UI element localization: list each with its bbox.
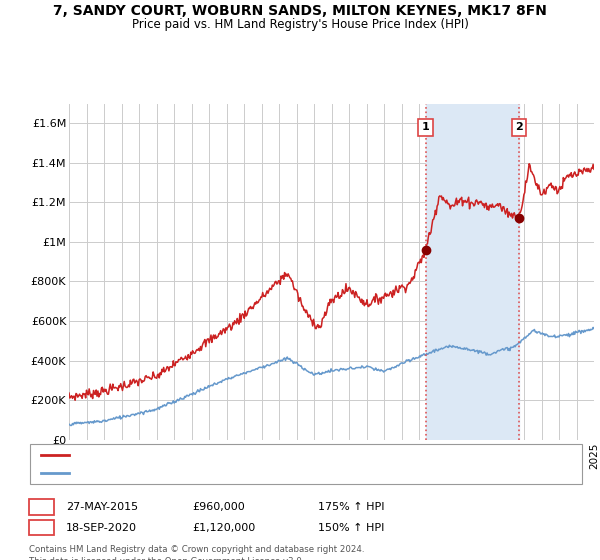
Text: 7, SANDY COURT, WOBURN SANDS, MILTON KEYNES, MK17 8FN: 7, SANDY COURT, WOBURN SANDS, MILTON KEY…: [53, 4, 547, 18]
Text: 150% ↑ HPI: 150% ↑ HPI: [318, 522, 385, 533]
Text: 2: 2: [38, 522, 45, 533]
Text: 2: 2: [515, 122, 523, 132]
Text: HPI: Average price, detached house, Milton Keynes: HPI: Average price, detached house, Milt…: [73, 468, 322, 478]
Text: £1,120,000: £1,120,000: [192, 522, 255, 533]
Text: 1: 1: [422, 122, 430, 132]
Text: 1: 1: [38, 502, 45, 512]
Bar: [425, 104, 519, 440]
Text: £960,000: £960,000: [192, 502, 245, 512]
Text: 27-MAY-2015: 27-MAY-2015: [66, 502, 138, 512]
Text: Price paid vs. HM Land Registry's House Price Index (HPI): Price paid vs. HM Land Registry's House …: [131, 18, 469, 31]
Text: Contains HM Land Registry data © Crown copyright and database right 2024.
This d: Contains HM Land Registry data © Crown c…: [29, 545, 364, 560]
Text: 7, SANDY COURT, WOBURN SANDS, MILTON KEYNES, MK17 8FN (detached house): 7, SANDY COURT, WOBURN SANDS, MILTON KEY…: [73, 450, 473, 460]
Text: 18-SEP-2020: 18-SEP-2020: [66, 522, 137, 533]
Text: 175% ↑ HPI: 175% ↑ HPI: [318, 502, 385, 512]
